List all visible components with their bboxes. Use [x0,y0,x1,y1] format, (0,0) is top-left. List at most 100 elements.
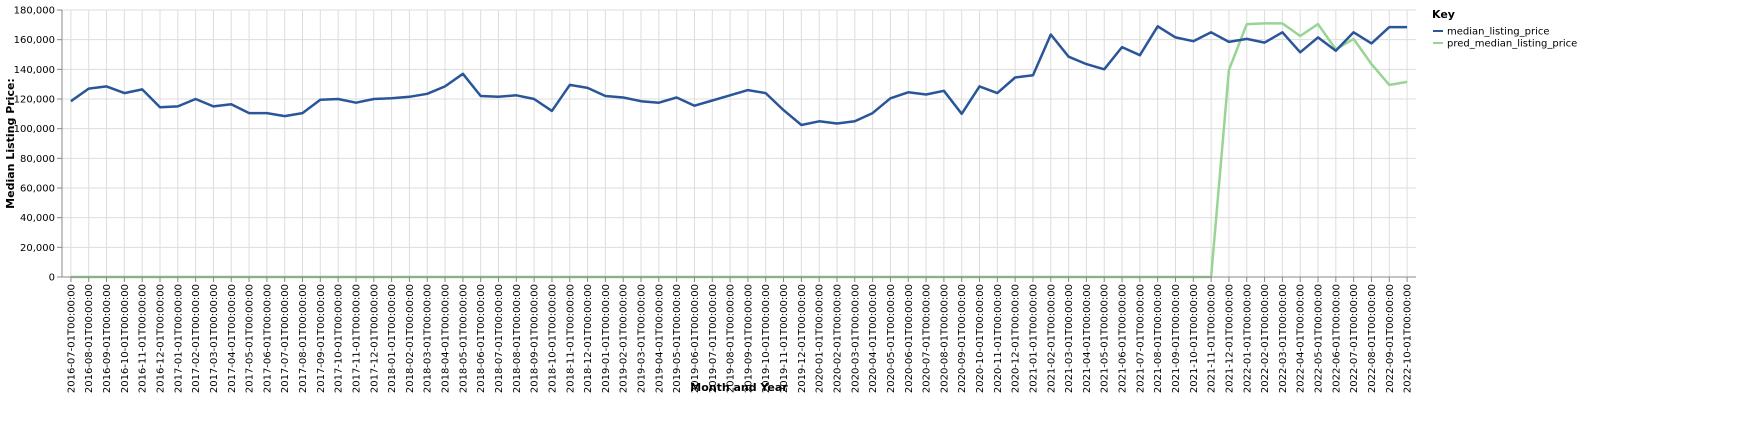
x-tick-label: 2021-02-01T00:00:00 [1046,284,1057,393]
x-tick-label: 2016-08-01T00:00:00 [84,284,95,393]
x-tick-label: 2017-01-01T00:00:00 [173,284,184,393]
x-tick-label: 2021-04-01T00:00:00 [1082,284,1093,393]
gridlines [62,9,1416,278]
x-tick-label: 2019-07-01T00:00:00 [708,284,719,393]
x-tick-label: 2019-05-01T00:00:00 [672,284,683,393]
x-tick-label: 2022-03-01T00:00:00 [1278,284,1289,393]
x-tick-label: 2018-01-01T00:00:00 [387,284,398,393]
x-tick-label: 2019-11-01T00:00:00 [779,284,790,393]
x-tick-label: 2017-06-01T00:00:00 [262,284,273,393]
legend-label: pred_median_listing_price [1447,39,1577,50]
x-tick-label: 2019-08-01T00:00:00 [726,284,737,393]
x-tick-label: 2018-10-01T00:00:00 [547,284,558,393]
x-tick-label: 2022-07-01T00:00:00 [1349,284,1360,393]
x-axis-title: Month and Year [690,381,788,394]
legend-label: median_listing_price [1447,27,1550,38]
x-tick-label: 2017-05-01T00:00:00 [245,284,256,393]
x-tick-label: 2018-08-01T00:00:00 [512,284,523,393]
x-tick-label: 2022-06-01T00:00:00 [1331,284,1342,393]
x-tick-label: 2021-08-01T00:00:00 [1153,284,1164,393]
x-tick-label: 2019-10-01T00:00:00 [761,284,772,393]
x-tick-label: 2021-05-01T00:00:00 [1100,284,1111,393]
x-tick-label: 2018-07-01T00:00:00 [494,284,505,393]
series-line-median-listing-price [70,25,1408,127]
x-tick-label: 2018-05-01T00:00:00 [458,284,469,393]
series-lines [70,22,1408,279]
x-tick-label: 2021-06-01T00:00:00 [1118,284,1129,393]
y-axis-ticks: 0 20,000 40,000 60,000 80,000 100,000 120,000 1… [14,6,62,284]
x-tick-label: 2022-01-01T00:00:00 [1242,284,1253,393]
x-tick-label: 2017-12-01T00:00:00 [369,284,380,393]
x-tick-label: 2020-09-01T00:00:00 [957,284,968,393]
x-tick-label: 2020-02-01T00:00:00 [832,284,843,393]
x-tick-label: 2022-05-01T00:00:00 [1314,284,1325,393]
x-tick-label: 2022-08-01T00:00:00 [1367,284,1378,393]
x-tick-label: 2019-06-01T00:00:00 [690,284,701,393]
x-tick-label: 2018-11-01T00:00:00 [565,284,576,393]
x-tick-label: 2017-09-01T00:00:00 [316,284,327,393]
y-tick-label: 180,000 [14,6,55,17]
axes [61,10,1416,278]
x-tick-label: 2016-11-01T00:00:00 [138,284,149,393]
x-tick-label: 2022-02-01T00:00:00 [1260,284,1271,393]
x-tick-label: 2016-07-01T00:00:00 [66,284,77,393]
x-tick-label: 2019-09-01T00:00:00 [743,284,754,393]
x-tick-label: 2021-07-01T00:00:00 [1135,284,1146,393]
x-tick-label: 2021-12-01T00:00:00 [1224,284,1235,393]
y-tick-label: 100,000 [14,124,55,135]
x-tick-label: 2018-12-01T00:00:00 [583,284,594,393]
x-tick-label: 2019-12-01T00:00:00 [797,284,808,393]
x-tick-label: 2018-03-01T00:00:00 [423,284,434,393]
x-tick-label: 2017-02-01T00:00:00 [191,284,202,393]
x-tick-label: 2016-10-01T00:00:00 [120,284,131,393]
x-tick-label: 2017-08-01T00:00:00 [298,284,309,393]
x-tick-label: 2019-01-01T00:00:00 [601,284,612,393]
y-tick-label: 80,000 [20,154,55,165]
x-tick-label: 2016-09-01T00:00:00 [102,284,113,393]
x-tick-label: 2016-12-01T00:00:00 [155,284,166,393]
x-tick-label: 2020-11-01T00:00:00 [993,284,1004,393]
y-tick-label: 20,000 [20,243,55,254]
y-tick-label: 140,000 [14,65,55,76]
x-tick-label: 2020-07-01T00:00:00 [922,284,933,393]
x-tick-label: 2022-09-01T00:00:00 [1385,284,1396,393]
y-tick-label: 40,000 [20,213,55,224]
x-axis-ticks: 2016-07-01T00:00:00 2016-08-01T00:00:00 20… [66,277,1414,393]
series-line-pred-median-listing-price [70,22,1408,279]
legend-title: Key [1432,8,1455,21]
y-tick-label: 120,000 [14,95,55,106]
x-tick-label: 2020-03-01T00:00:00 [850,284,861,393]
x-tick-label: 2019-03-01T00:00:00 [637,284,648,393]
legend: Key median_listing_pricepred_median_list… [1432,8,1577,50]
y-tick-label: 60,000 [20,184,55,195]
x-tick-label: 2021-03-01T00:00:00 [1064,284,1075,393]
x-tick-label: 2021-01-01T00:00:00 [1028,284,1039,393]
x-tick-label: 2018-09-01T00:00:00 [530,284,541,393]
x-tick-label: 2017-11-01T00:00:00 [351,284,362,393]
y-axis-title: Median Listing Price: [4,78,17,209]
x-tick-label: 2020-06-01T00:00:00 [904,284,915,393]
x-tick-label: 2017-10-01T00:00:00 [334,284,345,393]
x-tick-label: 2021-10-01T00:00:00 [1189,284,1200,393]
x-tick-label: 2017-03-01T00:00:00 [209,284,220,393]
x-tick-label: 2019-04-01T00:00:00 [654,284,665,393]
x-tick-label: 2021-09-01T00:00:00 [1171,284,1182,393]
x-tick-label: 2022-04-01T00:00:00 [1296,284,1307,393]
x-tick-label: 2022-10-01T00:00:00 [1403,284,1414,393]
x-tick-label: 2017-04-01T00:00:00 [227,284,238,393]
y-tick-label: 160,000 [14,35,55,46]
x-tick-label: 2020-10-01T00:00:00 [975,284,986,393]
x-tick-label: 2018-06-01T00:00:00 [476,284,487,393]
x-tick-label: 2017-07-01T00:00:00 [280,284,291,393]
x-tick-label: 2020-08-01T00:00:00 [939,284,950,393]
x-tick-label: 2018-02-01T00:00:00 [405,284,416,393]
x-tick-label: 2020-12-01T00:00:00 [1011,284,1022,393]
x-tick-label: 2018-04-01T00:00:00 [441,284,452,393]
x-tick-label: 2021-11-01T00:00:00 [1207,284,1218,393]
y-tick-label: 0 [49,273,55,284]
x-tick-label: 2020-01-01T00:00:00 [815,284,826,393]
x-tick-label: 2020-04-01T00:00:00 [868,284,879,393]
x-tick-label: 2019-02-01T00:00:00 [619,284,630,393]
x-tick-label: 2020-05-01T00:00:00 [886,284,897,393]
